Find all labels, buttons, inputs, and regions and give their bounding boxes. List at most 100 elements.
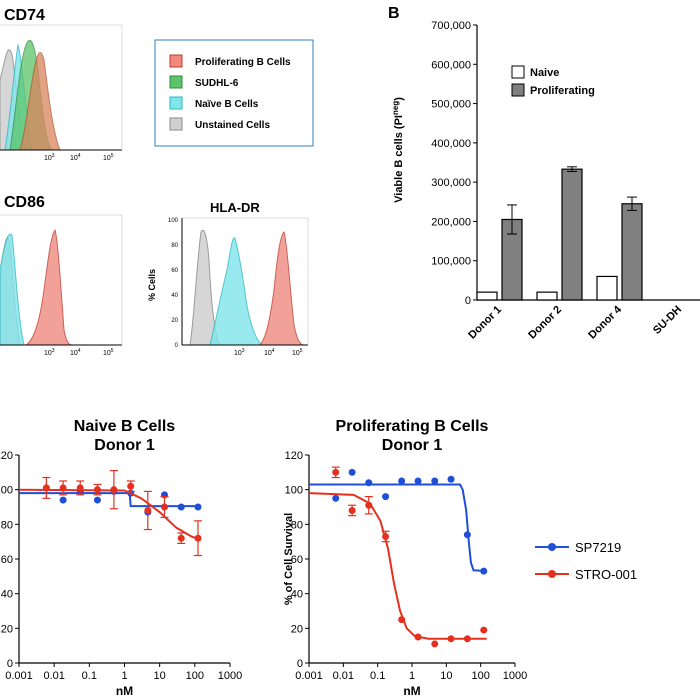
dose-title-line1: Naive B Cells (74, 418, 175, 435)
sp7219-point (431, 477, 439, 485)
dose-ytick-label: 60 (291, 554, 303, 566)
dose-xtick-label: 100 (186, 670, 204, 682)
bar-ylabel: Viable B cells (PIneg) (391, 97, 405, 203)
panel-label-b: B (388, 5, 400, 22)
legend-swatch-proliferating (169, 54, 183, 68)
bar-category-label: Donor 2 (526, 304, 564, 342)
hladr-ytick-label: 100 (168, 218, 179, 224)
legend-label-naive: Naïve B Cells (195, 99, 259, 110)
hladr-yticks: 100 80 60 40 20 0 (168, 218, 179, 349)
sp7219-point (332, 494, 340, 502)
dose-ytick-label: 20 (291, 623, 303, 635)
cd74-histogram (0, 24, 123, 151)
proliferating-dose-response-chart: 0 20 40 60 80 100 120 0.001 0.01 0.1 1 10 100 1000 nM%… (283, 418, 527, 698)
bar-category-label: Donor 1 (466, 304, 504, 342)
dose-xtick-label: 1 (121, 670, 127, 682)
dose-xtick-label: 1 (409, 670, 415, 682)
dose-xlabel: nM (116, 684, 133, 698)
dose-title-line1: Proliferating B Cells (336, 418, 489, 435)
dose-xtick-label: 0.1 (82, 670, 97, 682)
stro-001-point (110, 486, 118, 494)
bar-naive (536, 291, 558, 301)
bar-ytick-label: 600,000 (431, 59, 471, 71)
stro-001-fit-curve (308, 492, 487, 640)
sp7219-point (93, 496, 101, 504)
sp7219-point (194, 503, 202, 511)
sp7219-point (59, 496, 67, 504)
hladr-ytick-label: 40 (171, 293, 178, 299)
stro-001-point (93, 486, 101, 494)
legend-label-proliferating: Proliferating B Cells (195, 57, 291, 68)
cd86-title: CD86 (4, 194, 45, 211)
dose-xtick-label: 10 (440, 670, 452, 682)
sp7219-fit-curve (309, 483, 487, 573)
hladr-naive-curve (209, 237, 264, 346)
cd74-xtick-label: 103 (44, 153, 55, 162)
bar-ytick-label: 100,000 (431, 256, 471, 268)
dose-xtick-label: 1000 (503, 670, 527, 682)
bar-proliferating (621, 203, 643, 301)
dose-ytick-label: 80 (1, 519, 13, 531)
dose-response-legend: SP7219 STRO-001 (535, 540, 637, 582)
cd74-xtick-label: 105 (103, 153, 114, 162)
stro-001-point (431, 640, 439, 648)
bar-naive (476, 291, 498, 301)
cd86-xtick-label: 103 (44, 348, 55, 357)
sp7219-point (348, 468, 356, 476)
cd86-histogram (0, 214, 123, 346)
dose-ytick-label: 120 (285, 450, 303, 462)
stro-001-point (127, 482, 135, 490)
bar-ytick-label: 200,000 (431, 216, 471, 228)
stro-001-point (42, 484, 50, 492)
dose-title-line2: Donor 1 (382, 437, 443, 454)
sp7219-legend-marker (548, 543, 556, 551)
bar-category-label: SU-DH (651, 304, 684, 337)
dose-ylabel: % of Cell Survival (283, 513, 295, 605)
hladr-xtick-label: 103 (234, 348, 245, 357)
hladr-ytick-label: 0 (175, 343, 179, 349)
dose-ytick-label: 60 (1, 554, 13, 566)
hladr-histogram (181, 217, 309, 346)
stro-001-legend-label: STRO-001 (575, 567, 637, 582)
cd86-xtick-label: 105 (103, 348, 114, 357)
stro-001-point (59, 484, 67, 492)
stro-001-point (447, 635, 455, 643)
dose-ytick-label: 40 (291, 589, 303, 601)
dose-ytick-label: 40 (1, 589, 13, 601)
hladr-ytick-label: 60 (171, 268, 178, 274)
sp7219-point (463, 531, 471, 539)
dose-ytick-label: 100 (285, 485, 303, 497)
dose-ytick-label: 80 (291, 519, 303, 531)
bar-ytick-label: 300,000 (431, 177, 471, 189)
hladr-title: HLA-DR (210, 200, 260, 215)
hladr-ylabel: % Cells (147, 269, 157, 301)
hladr-xtick-label: 105 (292, 348, 303, 357)
stro-001-point (194, 534, 202, 542)
bar-ytick-label: 500,000 (431, 99, 471, 111)
dose-ytick-label: 0 (297, 658, 303, 670)
stro-001-point (76, 484, 84, 492)
cd74-frame (0, 24, 123, 150)
stro-001-point (177, 534, 185, 542)
dose-xtick-label: 0.1 (370, 670, 385, 682)
dose-title-line2: Donor 1 (94, 437, 155, 454)
dose-ytick-label: 100 (0, 485, 13, 497)
hladr-ytick-label: 80 (171, 243, 178, 249)
dose-ytick-label: 120 (0, 450, 13, 462)
cd74-title: CD74 (4, 7, 45, 24)
stro-001-point (463, 635, 471, 643)
dose-xtick-label: 0.001 (5, 670, 33, 682)
hladr-unstained-curve (189, 229, 221, 346)
dose-ytick-label: 0 (7, 658, 13, 670)
sp7219-point (177, 503, 185, 511)
dose-xtick-label: 10 (154, 670, 166, 682)
stro-001-point (365, 501, 373, 509)
legend-swatch-unstained (169, 117, 183, 131)
hladr-proliferating-curve (258, 231, 305, 346)
cd86-xticks: 103 104 105 (44, 348, 114, 357)
hladr-frame (182, 217, 309, 345)
legend-label-unstained: Unstained Cells (195, 120, 270, 131)
hladr-ytick-label: 20 (171, 318, 178, 324)
dose-xtick-label: 0.01 (43, 670, 64, 682)
